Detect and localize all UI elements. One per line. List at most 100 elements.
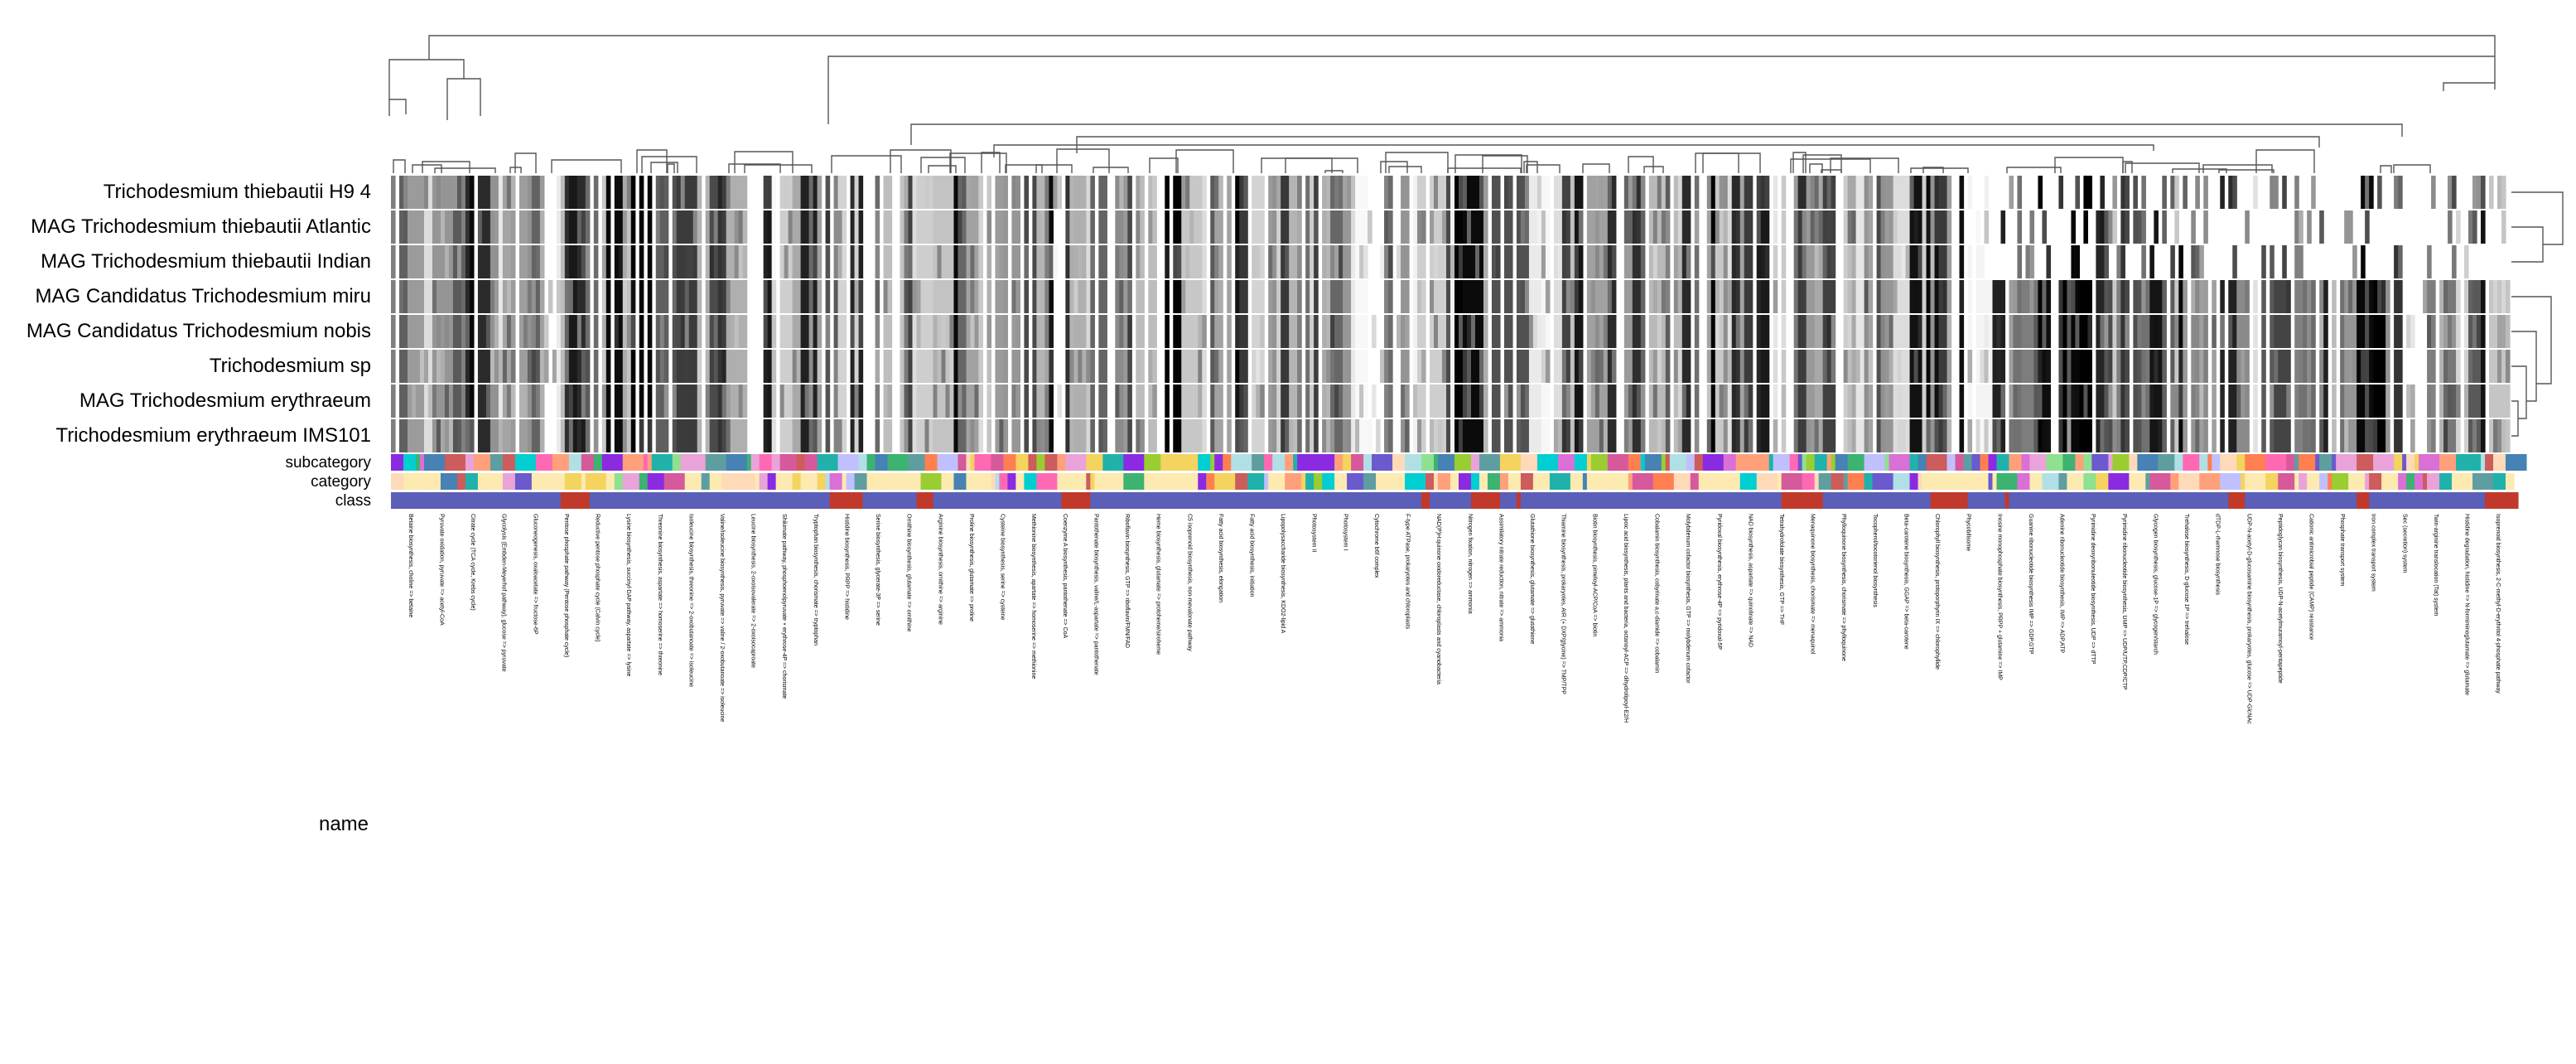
column-label: Cytochrome b6f complex: [1373, 514, 1379, 578]
heatmap-cell: [2245, 384, 2250, 418]
heatmap-cell: [1165, 350, 1170, 383]
heatmap-cell: [2220, 315, 2225, 348]
heatmap-cell: [1710, 176, 1716, 209]
annotation-cell: [1376, 473, 1385, 490]
heatmap-cell: [788, 280, 794, 313]
annotation-cell: [1061, 492, 1091, 509]
heatmap-cell: [1843, 419, 1849, 452]
heatmap-cell: [850, 280, 856, 313]
heatmap-cell: [1926, 280, 1932, 313]
heatmap-cell: [1491, 419, 1497, 452]
annotation-cell: [1690, 473, 1700, 490]
heatmap-cell: [527, 419, 533, 452]
heatmap-cell: [970, 315, 976, 348]
heatmap-cell: [2294, 245, 2299, 278]
heatmap-cell: [796, 245, 802, 278]
dendrogram-link: [1175, 149, 1234, 173]
heatmap-cell: [937, 210, 943, 244]
annotation-cell: [2398, 473, 2407, 490]
heatmap-cell: [1586, 280, 1592, 313]
heatmap-cell: [1198, 350, 1203, 383]
annotation-cell: [734, 473, 756, 490]
heatmap-cell: [1686, 384, 1691, 418]
heatmap-cell: [738, 350, 744, 383]
annotation-cell: [2220, 454, 2237, 471]
heatmap-cell: [1864, 315, 1869, 348]
heatmap-cell: [929, 245, 934, 278]
heatmap-cell: [1603, 210, 1609, 244]
heatmap-cell: [2017, 280, 2023, 313]
heatmap-cell: [1181, 384, 1186, 418]
heatmap-cell: [2058, 176, 2064, 209]
heatmap-cell: [1930, 315, 1936, 348]
heatmap-cell: [1421, 245, 1426, 278]
heatmap-cell: [1607, 245, 1613, 278]
heatmap-cell: [1438, 384, 1443, 418]
heatmap-cell: [854, 245, 860, 278]
heatmap-cell: [974, 176, 980, 209]
heatmap-cell: [585, 315, 591, 348]
heatmap-cell: [1744, 315, 1749, 348]
heatmap-cell: [2398, 280, 2403, 313]
annotation-cell: [2419, 454, 2440, 471]
heatmap-cell: [2195, 419, 2200, 452]
heatmap-cell: [1735, 176, 1741, 209]
annotation-cell: [1347, 492, 1381, 509]
heatmap-cell: [2120, 176, 2125, 209]
annotation-cell: [2178, 473, 2200, 490]
heatmap-cell: [1599, 350, 1604, 383]
heatmap-cell: [2307, 384, 2312, 418]
heatmap-cell: [676, 280, 682, 313]
heatmap-cell: [1218, 176, 1223, 209]
heatmap-cell: [2228, 384, 2233, 418]
heatmap-cell: [2199, 280, 2204, 313]
heatmap-cell: [1384, 210, 1389, 244]
heatmap-cell: [941, 350, 947, 383]
heatmap-cell: [1959, 176, 1965, 209]
heatmap-cell: [1918, 176, 1923, 209]
heatmap-cell: [1189, 315, 1194, 348]
heatmap-cell: [2340, 315, 2345, 348]
heatmap-cell: [709, 350, 715, 383]
heatmap-cell: [1760, 419, 1766, 452]
heatmap-cell: [2116, 384, 2121, 418]
heatmap-cell: [436, 176, 441, 209]
heatmap-cell: [1901, 210, 1907, 244]
heatmap-cell: [1115, 245, 1120, 278]
annotation-cell: [1479, 473, 1488, 490]
heatmap-cell: [1893, 419, 1898, 452]
heatmap-cell: [2278, 384, 2283, 418]
heatmap-cell: [1545, 419, 1551, 452]
heatmap-cell: [601, 245, 607, 278]
heatmap-cell: [796, 210, 802, 244]
heatmap-cell: [2497, 419, 2502, 452]
heatmap-cell: [949, 384, 955, 418]
column-label: Valine/isoleucine biosynthesis, pyruvate…: [719, 514, 725, 722]
heatmap-cell: [1934, 245, 1940, 278]
annotation-cell: [2286, 492, 2295, 509]
heatmap-cell: [2497, 315, 2502, 348]
heatmap-cell: [1727, 419, 1733, 452]
annotation-cell: [1285, 454, 1294, 471]
annotation-cell: [1049, 492, 1062, 509]
heatmap-cell: [1152, 245, 1157, 278]
heatmap-cell: [1405, 419, 1410, 452]
heatmap-cell: [1458, 176, 1464, 209]
heatmap-cell: [1326, 210, 1331, 244]
heatmap-cell: [1388, 419, 1393, 452]
heatmap-cell: [1363, 280, 1368, 313]
heatmap-cell: [1710, 315, 1716, 348]
annotation-cell: [1615, 492, 1638, 509]
heatmap-cell: [1243, 384, 1248, 418]
heatmap-cell: [1586, 176, 1592, 209]
heatmap-cell: [2149, 419, 2154, 452]
heatmap-cell: [726, 245, 731, 278]
heatmap-cell: [519, 384, 524, 418]
heatmap-cell: [817, 176, 822, 209]
heatmap-cell: [2178, 315, 2183, 348]
heatmap-cell: [639, 245, 644, 278]
heatmap-cell: [1889, 315, 1894, 348]
column-label: Arginine biosynthesis, ornithine => argi…: [937, 514, 943, 625]
heatmap-cell: [605, 280, 611, 313]
heatmap-cell: [974, 210, 980, 244]
